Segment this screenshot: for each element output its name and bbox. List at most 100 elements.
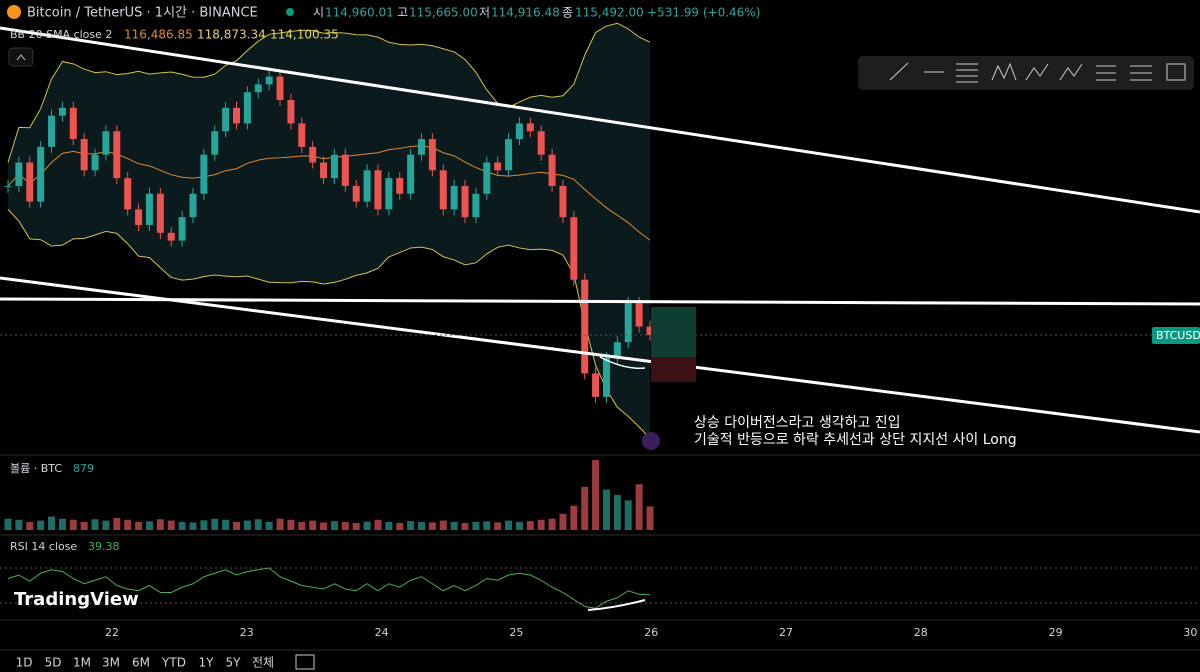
range-button[interactable]: 1D <box>16 656 33 670</box>
high: 115,665.00 <box>409 6 478 20</box>
candle <box>37 146 45 202</box>
range-button[interactable]: 6M <box>132 656 150 670</box>
candle <box>559 185 567 218</box>
date-label: 29 <box>1049 626 1063 639</box>
candle <box>211 131 219 155</box>
arrow <box>599 356 646 370</box>
candle <box>4 185 12 187</box>
volume-bar <box>352 523 360 530</box>
candle <box>178 217 186 241</box>
candle <box>450 185 458 210</box>
volume-bar <box>102 520 110 530</box>
range-button[interactable]: 전체 <box>252 656 274 670</box>
date-label: 26 <box>644 626 658 639</box>
tool-trend-line[interactable] <box>889 62 909 81</box>
trend-line <box>0 26 1200 214</box>
toolbar-icons <box>889 62 1186 83</box>
candle <box>135 209 143 225</box>
bb-lower: 114,100.35 <box>270 28 339 42</box>
rsi-last: 39.38 <box>88 540 120 553</box>
volume-bar <box>309 520 317 530</box>
bb-upper-line <box>7 22 651 163</box>
volume-bar <box>80 521 88 530</box>
volume-bar <box>613 495 621 530</box>
tool-projection[interactable] <box>1130 65 1152 81</box>
range-buttons: 1D 5D 1M 3M 6M YTD 1Y 5Y 전체 <box>16 656 274 670</box>
trend-line <box>0 276 1200 434</box>
open: 114,960.01 <box>325 6 394 20</box>
volume-bar <box>450 521 458 530</box>
date-label: 28 <box>914 626 928 639</box>
volume-bar <box>58 518 66 530</box>
tool-abc[interactable] <box>1059 63 1083 81</box>
volume-bar <box>341 521 349 530</box>
range-button[interactable]: 1Y <box>199 656 215 670</box>
event-icon[interactable] <box>642 432 660 450</box>
date-label: 27 <box>779 626 793 639</box>
low: 114,916.48 <box>491 6 560 20</box>
candle <box>330 154 338 179</box>
candle <box>91 154 99 171</box>
volume-bar <box>48 516 56 530</box>
support-line <box>0 297 1200 306</box>
candle <box>341 154 349 186</box>
range-button[interactable]: 5D <box>45 656 62 670</box>
change: +531.99 (+0.46%) <box>647 6 760 20</box>
volume-bar <box>461 523 469 530</box>
bb-fill <box>8 23 650 439</box>
candle <box>385 178 393 210</box>
volume-bar <box>145 521 153 530</box>
volume-bar <box>646 506 654 530</box>
arrow <box>587 599 646 611</box>
candle <box>243 92 251 124</box>
tool-pattern[interactable] <box>991 62 1017 81</box>
tool-rectangle[interactable] <box>1166 63 1186 81</box>
h-label: 고 <box>397 6 408 20</box>
range-button[interactable]: 5Y <box>226 656 242 670</box>
candle <box>48 115 56 147</box>
candle <box>233 107 241 124</box>
range-button[interactable]: 1M <box>73 656 91 670</box>
candle <box>363 170 371 202</box>
tool-fib[interactable] <box>956 63 978 83</box>
annotation: 상승 다이버전스라고 생각하고 진입 <box>694 415 901 431</box>
range-button[interactable]: YTD <box>161 656 186 670</box>
candle <box>15 162 23 186</box>
date-label: 30 <box>1183 626 1197 639</box>
candle <box>156 193 164 233</box>
candle <box>298 123 306 147</box>
rsi-line <box>7 567 651 609</box>
candle <box>505 139 513 171</box>
volume-bar <box>635 484 643 530</box>
candle <box>548 154 556 186</box>
bb-label: BB 20 SMA close 2 <box>10 28 112 41</box>
candle <box>494 162 502 171</box>
annotation: 기술적 반등으로 하락 추세선과 상단 지지선 사이 Long <box>694 432 1017 448</box>
date-label: 23 <box>240 626 254 639</box>
volume-bar <box>135 521 143 530</box>
candles <box>4 70 654 403</box>
tool-elliott[interactable] <box>1025 63 1049 81</box>
volume-bar <box>167 520 175 530</box>
candle <box>189 193 197 218</box>
candle <box>265 76 273 85</box>
volume-bar <box>592 460 600 530</box>
volume-bar <box>494 522 502 530</box>
calendar-icon[interactable] <box>295 654 315 670</box>
volume-bar <box>374 519 382 530</box>
candle <box>320 162 328 179</box>
rsi-line <box>7 567 651 609</box>
candle <box>570 217 578 280</box>
volume-bar <box>178 521 186 530</box>
volume-bar <box>320 522 328 530</box>
tool-position[interactable] <box>1096 65 1116 81</box>
volume-bar <box>570 505 578 530</box>
range-button[interactable]: 3M <box>102 656 120 670</box>
candle <box>461 185 469 218</box>
candle <box>276 76 284 100</box>
volume-bar <box>243 520 251 530</box>
price-tag <box>1152 327 1200 344</box>
candle <box>352 185 360 202</box>
collapse-button[interactable] <box>8 47 34 67</box>
